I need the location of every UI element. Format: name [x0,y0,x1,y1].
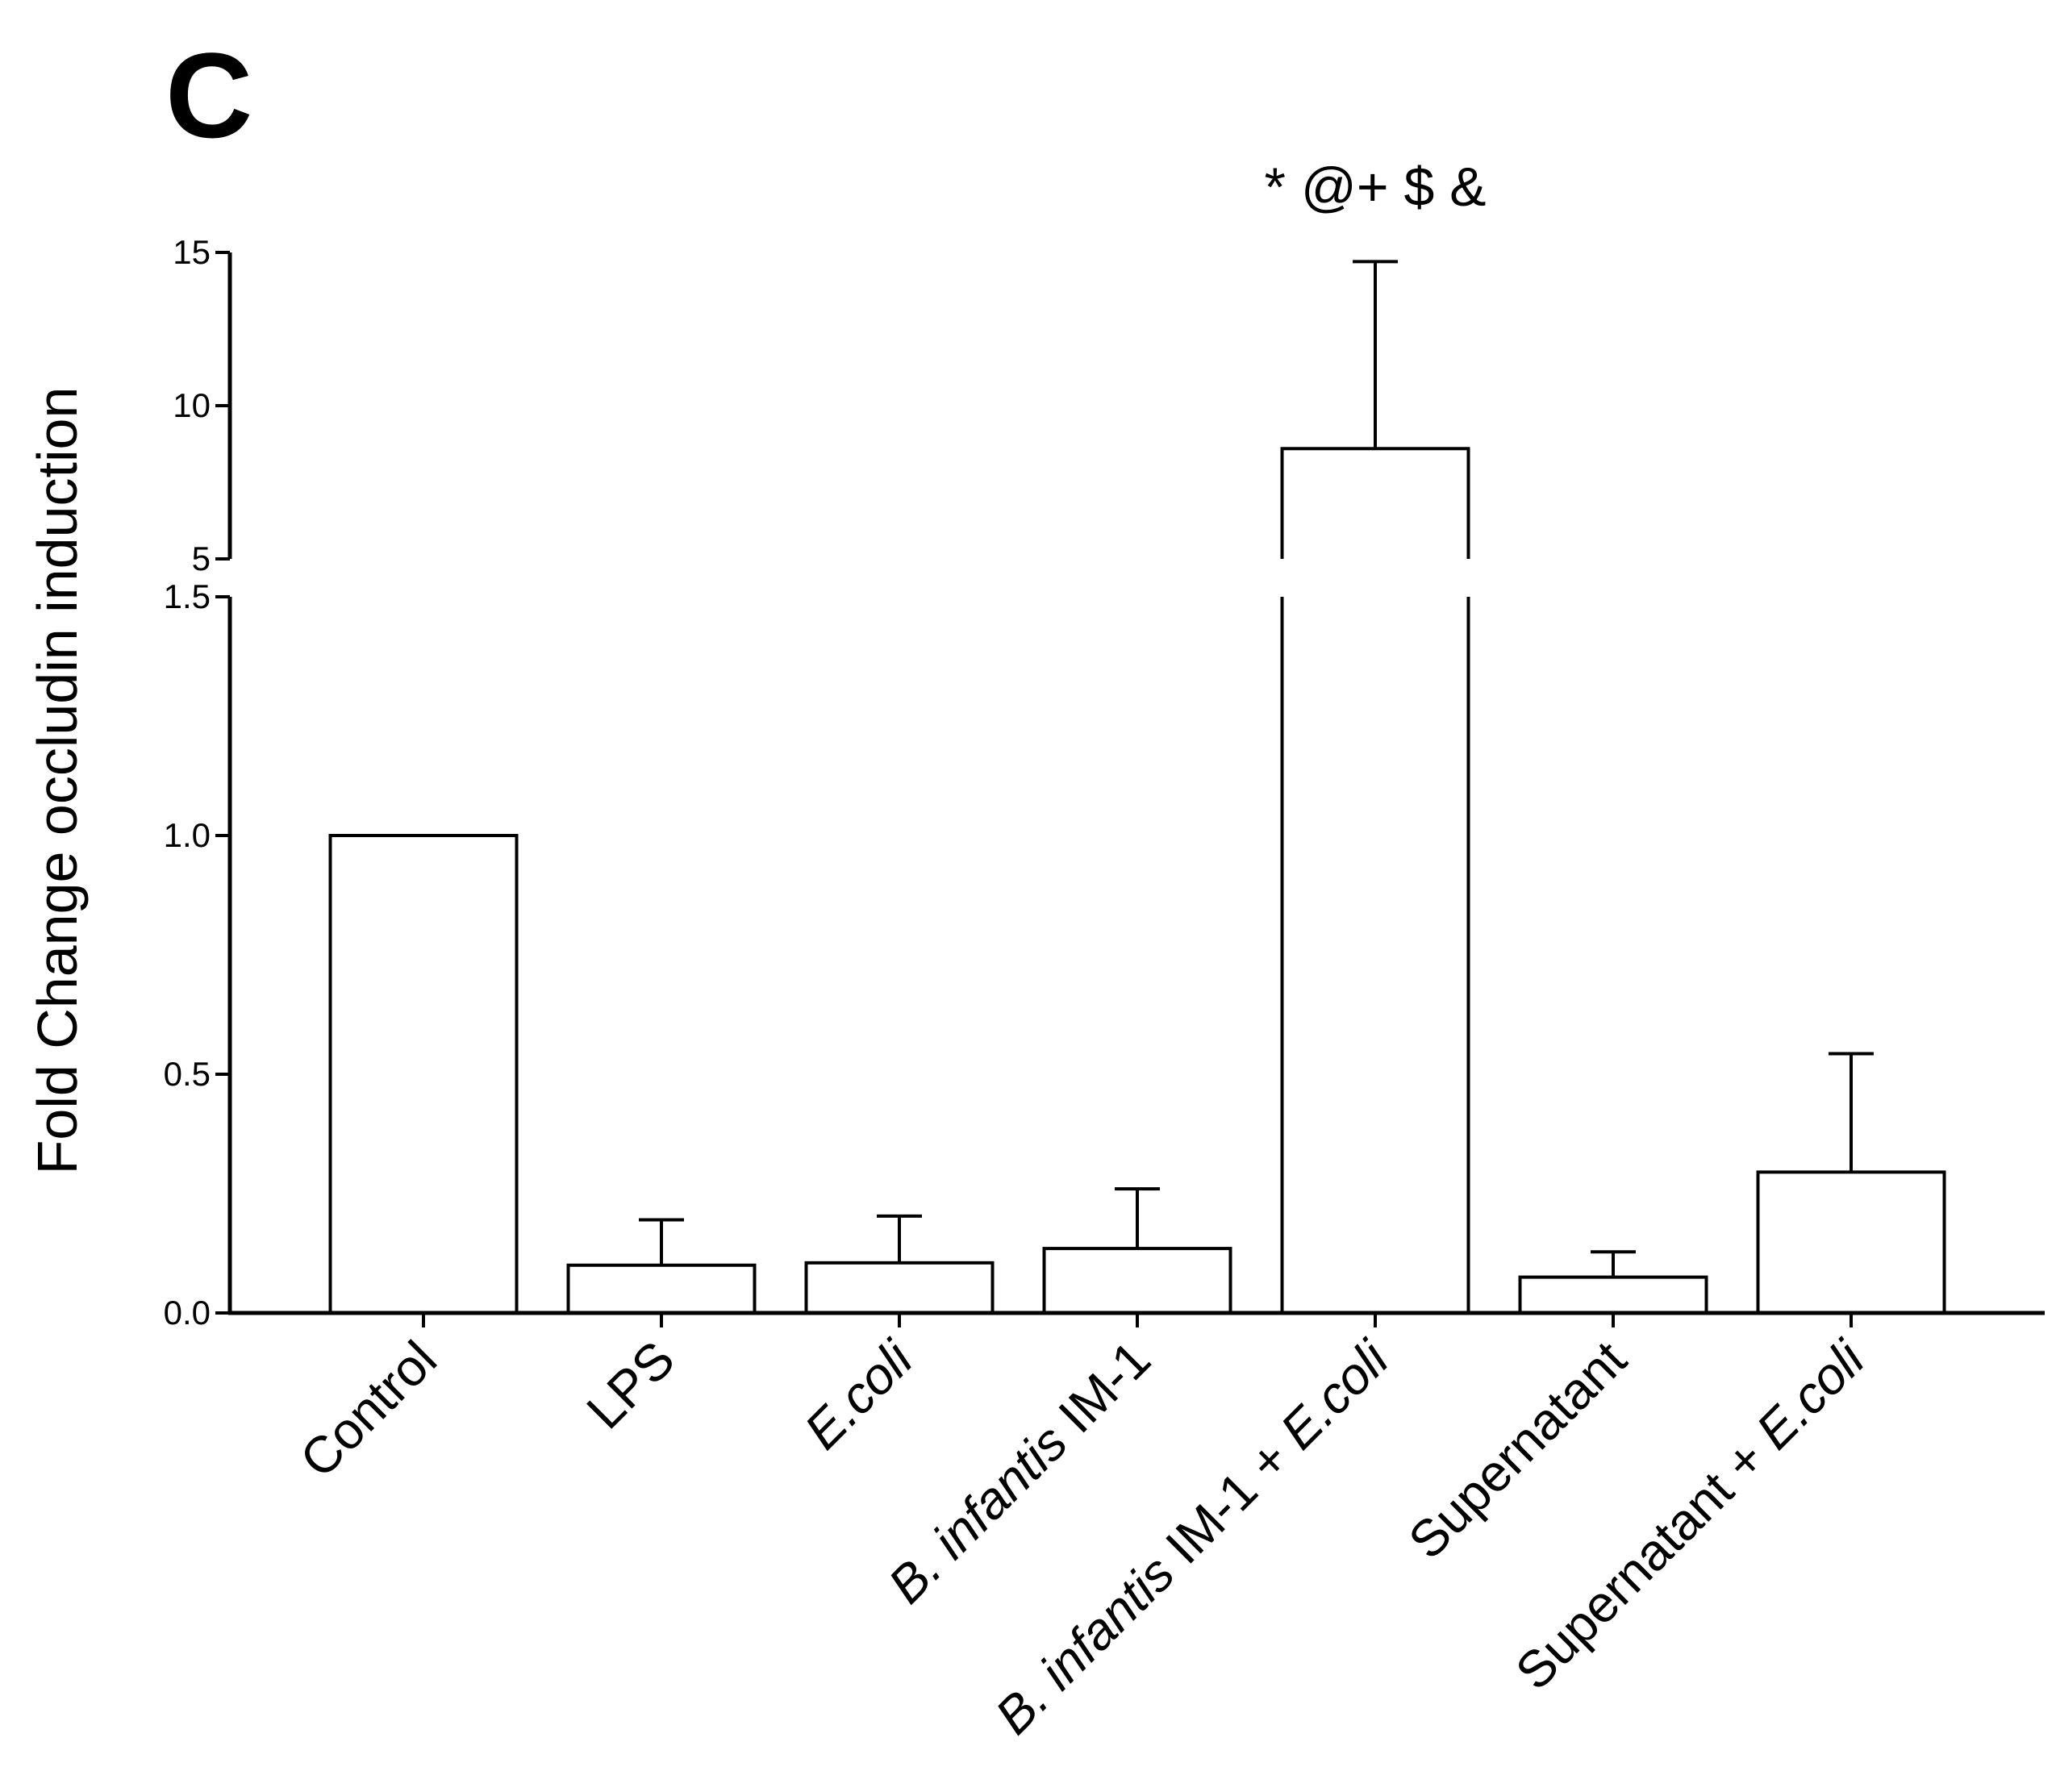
y-tick-label: 15 [173,233,211,271]
error-bars-group [639,260,1874,1277]
y-tick-label: 5 [192,540,211,577]
y-tick-label: 0.5 [164,1055,211,1093]
x-tick-label: Control [289,1330,448,1489]
y-tick-label: 1.5 [164,577,211,615]
bars-group [328,447,1946,1315]
y-tick-label: 10 [173,386,211,424]
x-axis [228,1311,2045,1327]
panel-label: C [165,27,252,163]
x-tick-label: Supernatant [1397,1330,1637,1570]
x-tick-label: B. infantis IM-1 + E.coli [984,1329,1400,1745]
bar [1756,1170,1946,1315]
bar [1518,1275,1708,1315]
significance-annotation: * @+ $ & [1264,156,1486,218]
bar [328,834,519,1315]
bar-upper-segment [1280,447,1470,559]
bar [1042,1247,1232,1315]
y-tick-label: 0.0 [164,1294,211,1331]
y-tick-label: 1.0 [164,816,211,854]
x-tick-label: LPS [575,1330,685,1440]
y-axis: 0.0 0.5 1.0 1.55 10 15 [164,233,232,1331]
x-tick-label: E.coli [793,1329,924,1461]
bar [1280,597,1470,1315]
y-axis-label: Fold Change occludin induction [26,387,89,1175]
bar [804,1261,995,1315]
bar [566,1263,757,1315]
significance-annotation-group: * @+ $ & [1264,156,1486,218]
